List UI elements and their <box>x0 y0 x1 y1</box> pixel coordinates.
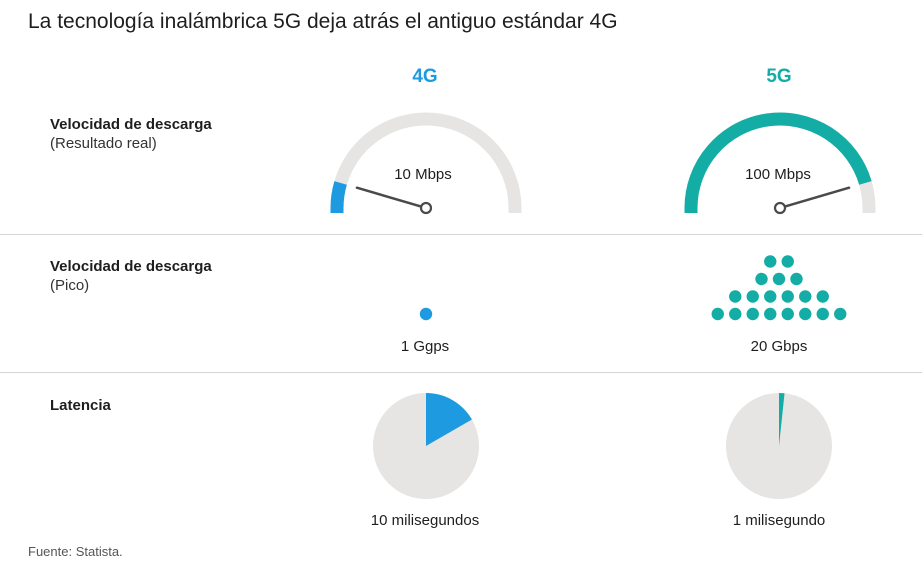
peak-dot-4g <box>419 307 433 321</box>
peak-dot-5g <box>790 272 803 286</box>
gauge-track <box>330 112 522 213</box>
peak-dot-5g <box>764 307 777 321</box>
row-label-download-real: Velocidad de descarga (Resultado real) <box>50 115 212 153</box>
row-label-main: Latencia <box>50 397 111 414</box>
peak-dot-5g <box>772 272 786 286</box>
peak-dot-5g <box>755 272 768 286</box>
peak-dot-5g <box>834 307 847 321</box>
peak-value-label-5g: 20 Gbps <box>750 338 808 355</box>
gauge-value-label-4g: 10 Mbps <box>394 166 452 183</box>
peak-dot-5g <box>711 307 724 321</box>
chart-title: La tecnología inalámbrica 5G deja atrás … <box>28 10 618 33</box>
source-note: Fuente: Statista. <box>28 544 123 559</box>
peak-dot-5g <box>799 307 812 321</box>
row-label-download-peak: Velocidad de descarga (Pico) <box>50 257 212 295</box>
peak-dot-5g <box>746 307 759 321</box>
row-label-latency: Latencia <box>50 396 111 415</box>
latency-slice-4g <box>426 393 472 446</box>
column-header-4g: 4G <box>412 66 438 87</box>
peak-dot-5g <box>816 307 829 321</box>
gauge-needle-pivot <box>419 201 433 215</box>
peak-dot-5g <box>764 290 777 303</box>
peak-dot-5g <box>746 290 759 303</box>
gauge-needle <box>355 186 423 208</box>
row-label-main: Velocidad de descarga <box>50 258 212 275</box>
peak-dot-5g <box>764 255 777 268</box>
column-header-5g: 5G <box>766 66 792 87</box>
row-label-sub: (Resultado real) <box>50 135 157 152</box>
peak-dot-5g <box>781 307 794 321</box>
row-divider <box>0 372 922 373</box>
peak-dot-5g <box>781 290 794 303</box>
peak-dot-5g <box>729 290 742 303</box>
row-label-main: Velocidad de descarga <box>50 116 212 133</box>
latency-value-label-4g: 10 milisegundos <box>370 512 480 529</box>
gauge-needle-pivot <box>773 201 787 215</box>
peak-dot-5g <box>816 290 829 303</box>
gauge-value-arc-4g <box>330 181 347 213</box>
row-divider <box>0 234 922 235</box>
peak-dot-5g <box>799 290 812 303</box>
gauge-needle <box>783 186 851 208</box>
gauge-value-label-5g: 100 Mbps <box>745 166 811 183</box>
latency-slice-5g <box>779 393 785 446</box>
latency-value-label-5g: 1 milisegundo <box>732 512 826 529</box>
gauge-value-arc-5g <box>684 112 872 213</box>
row-label-sub: (Pico) <box>50 277 90 294</box>
peak-dot-5g <box>781 255 794 268</box>
peak-dot-5g <box>729 307 742 321</box>
peak-value-label-4g: 1 Ggps <box>400 338 450 355</box>
